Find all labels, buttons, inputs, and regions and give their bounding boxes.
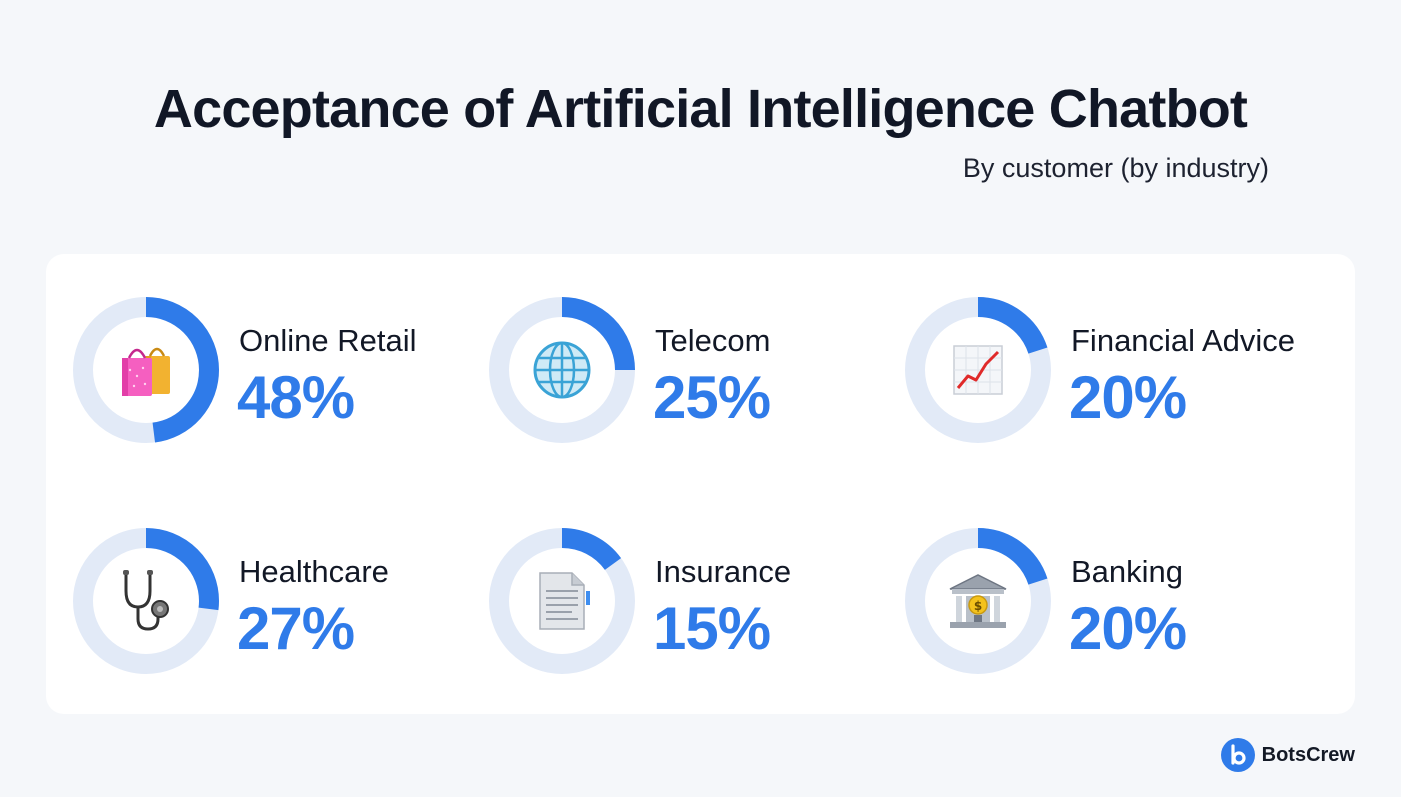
page-title: Acceptance of Artificial Intelligence Ch…	[153, 79, 1248, 139]
donut-chart	[489, 297, 635, 443]
stat-label: Telecom	[655, 323, 771, 358]
stat-healthcare: Healthcare 27%	[73, 528, 493, 678]
donut-segment-banking	[905, 528, 1051, 674]
brand-name: BotsCrew	[1261, 743, 1355, 766]
stats-card: Online Retail 48% Telecom 25% Financial	[46, 254, 1355, 714]
brand-logo: BotsCrew	[1220, 738, 1355, 772]
stat-value: 20%	[1069, 364, 1187, 431]
donut-segment-insurance	[489, 528, 635, 674]
stat-value: 25%	[653, 364, 771, 431]
donut-segment-healthcare	[73, 528, 219, 674]
globe-icon	[522, 330, 602, 410]
stat-label: Online Retail	[239, 323, 417, 358]
stat-value: 20%	[1069, 595, 1187, 662]
page-subtitle: By customer (by industry)	[962, 153, 1269, 183]
stat-telecom: Telecom 25%	[489, 297, 909, 447]
donut-segment-financial-advice	[905, 297, 1051, 443]
donut-chart	[905, 528, 1051, 674]
donut-chart	[489, 528, 635, 674]
stethoscope-icon	[106, 561, 186, 641]
donut-chart	[73, 297, 219, 443]
donut-segment-online-retail	[73, 297, 219, 443]
bank-icon: $	[938, 561, 1018, 641]
stat-label: Insurance	[655, 554, 792, 589]
stat-value: 27%	[237, 595, 355, 662]
stat-label: Banking	[1071, 554, 1184, 589]
stat-banking: $ Banking 20%	[905, 528, 1325, 678]
stat-label: Healthcare	[239, 554, 389, 589]
shopping-bags-icon	[106, 330, 186, 410]
svg-text:$: $	[974, 599, 982, 613]
donut-chart	[73, 528, 219, 674]
donut-segment-telecom	[489, 297, 635, 443]
stat-online-retail: Online Retail 48%	[73, 297, 493, 447]
donut-chart	[905, 297, 1051, 443]
stat-value: 48%	[237, 364, 355, 431]
chart-increasing-icon	[938, 330, 1018, 410]
document-icon	[522, 561, 602, 641]
stat-financial-advice: Financial Advice 20%	[905, 297, 1325, 447]
stat-label: Financial Advice	[1071, 323, 1296, 358]
stat-insurance: Insurance 15%	[489, 528, 909, 678]
botscrew-logo-icon	[1220, 738, 1255, 772]
stat-value: 15%	[653, 595, 771, 662]
